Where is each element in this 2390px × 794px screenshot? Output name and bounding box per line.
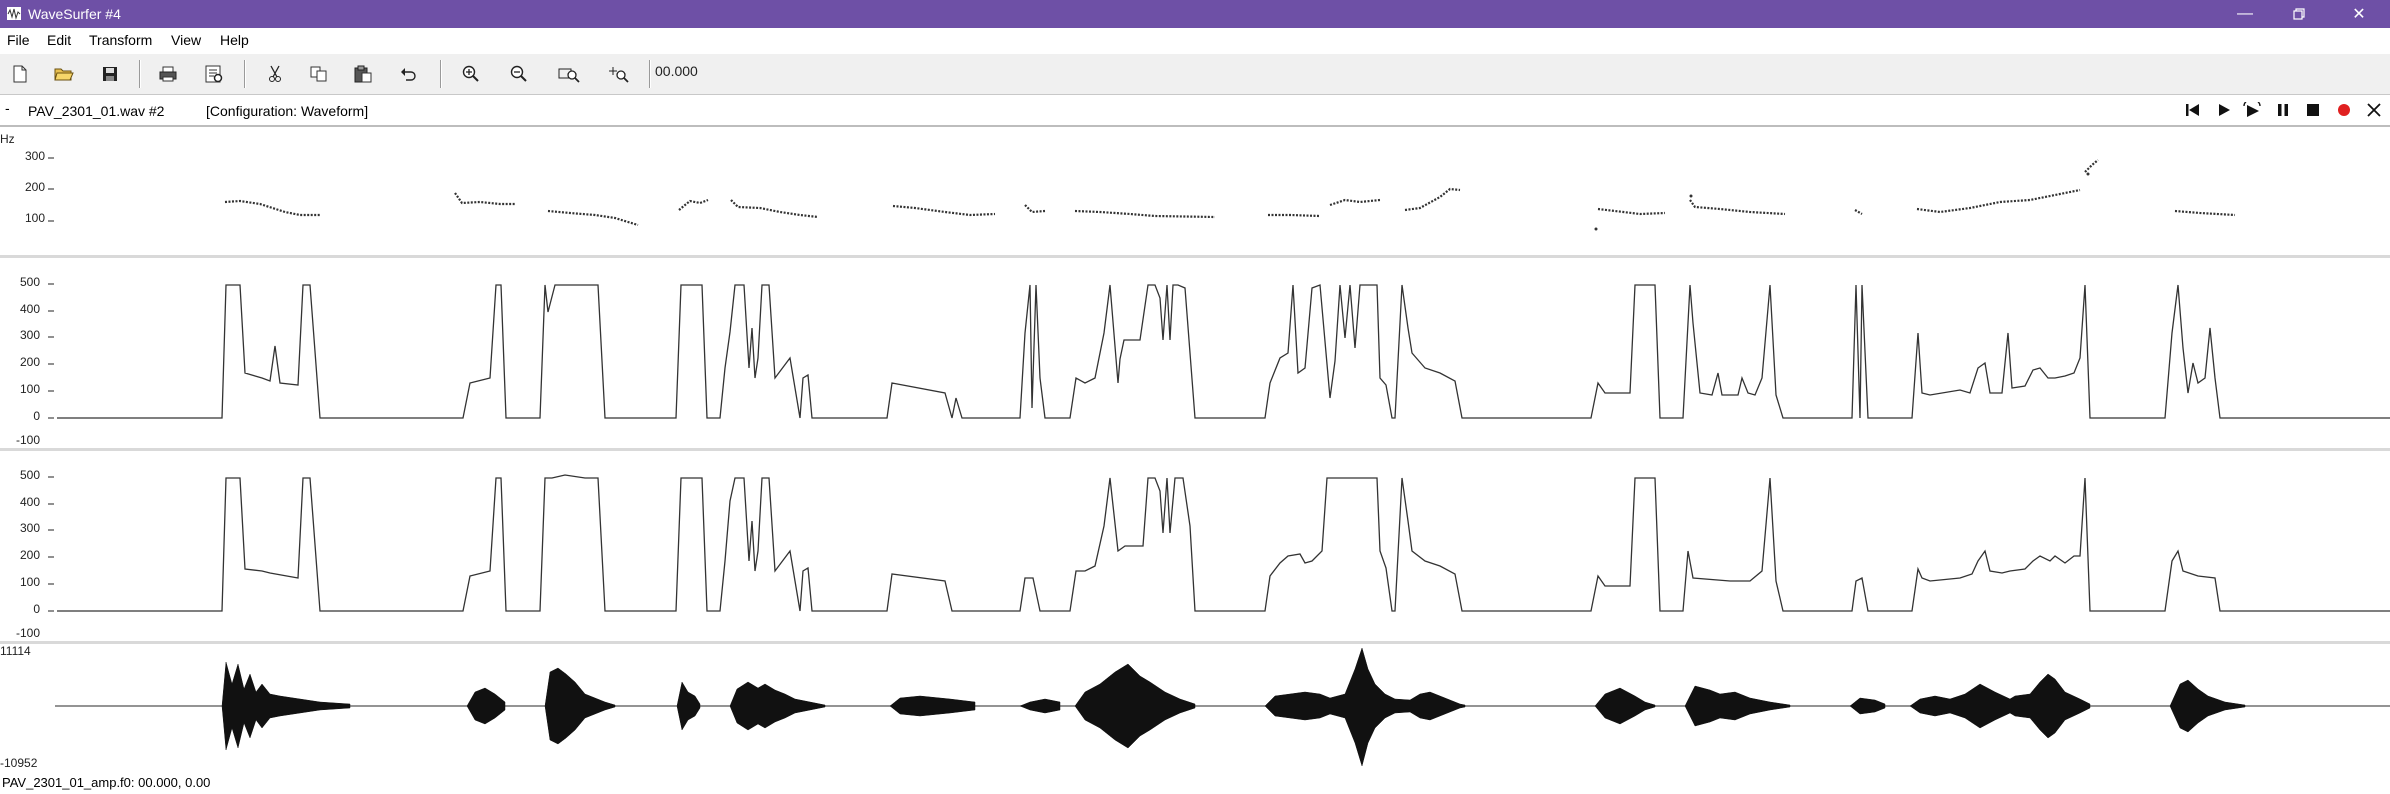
curve1-tick-300: 300 <box>19 328 40 342</box>
curve1-tick-500: 500 <box>19 275 40 289</box>
paste-icon <box>354 65 372 83</box>
menu-view[interactable]: View <box>171 32 202 48</box>
toolbar: 00.000 <box>0 54 2390 95</box>
window-close-button[interactable]: ✕ <box>2336 0 2382 28</box>
curve2-tick-100: 100 <box>19 575 40 589</box>
curve1-tick-0: 0 <box>33 409 40 423</box>
restore-button[interactable] <box>2276 0 2322 28</box>
pane-divider[interactable] <box>0 448 2390 451</box>
zoom-out-icon <box>510 65 527 82</box>
menu-file[interactable]: File <box>7 32 30 48</box>
waveform-min-label: -10952 <box>0 756 38 770</box>
window-title: WaveSurfer #4 <box>28 6 121 22</box>
print-icon <box>159 66 177 82</box>
pane-divider[interactable] <box>0 255 2390 258</box>
configuration-label: [Configuration: Waveform] <box>206 103 369 119</box>
paste-button[interactable] <box>350 62 376 86</box>
close-sound-button[interactable] <box>2363 100 2385 120</box>
curve2-tick-200: 200 <box>19 548 40 562</box>
pitch-unit-label: Hz <box>0 132 15 146</box>
zoom-fit-icon <box>558 68 580 83</box>
close-icon: ✕ <box>2352 6 2366 23</box>
pitch-pane[interactable]: Hz 300 200 100 <box>0 127 2390 255</box>
minimize-button[interactable]: — <box>2222 0 2268 28</box>
copy-button[interactable] <box>306 62 332 86</box>
time-display[interactable]: 00.000 <box>655 63 698 79</box>
curve1-tick-400: 400 <box>19 302 40 316</box>
new-icon <box>13 65 27 83</box>
zoom-selection-button[interactable] <box>606 62 632 86</box>
close-icon <box>2367 103 2381 117</box>
pitch-contour <box>48 157 2236 231</box>
pitch-tick-200: 200 <box>24 180 45 194</box>
record-icon <box>2338 104 2350 116</box>
play-button[interactable] <box>2213 100 2235 120</box>
stop-button[interactable] <box>2302 100 2324 120</box>
open-button[interactable] <box>51 62 77 86</box>
curve-pane-1[interactable]: 500 400 300 200 100 0 -100 <box>0 258 2390 448</box>
curve2-tick-300: 300 <box>19 521 40 535</box>
curve1-plot <box>48 283 2390 419</box>
zoom-in-button[interactable] <box>458 62 484 86</box>
curve-pane-2[interactable]: 500 400 300 200 100 0 -100 <box>0 451 2390 641</box>
new-button[interactable] <box>7 62 33 86</box>
curve2-plot <box>48 474 2390 612</box>
properties-icon <box>205 65 223 83</box>
properties-button[interactable] <box>201 62 227 86</box>
toolbar-separator <box>244 60 246 88</box>
wavesurfer-app-icon <box>7 7 21 20</box>
menu-bar: File Edit Transform View Help <box>0 28 2390 54</box>
waveform-pane[interactable]: 11114 -10952 <box>0 644 2390 772</box>
minimize-icon: — <box>2237 5 2253 22</box>
title-bar: WaveSurfer #4 — ✕ <box>0 0 2390 28</box>
pitch-tick-100: 100 <box>24 211 45 225</box>
save-button[interactable] <box>97 62 123 86</box>
curve1-tick-100: 100 <box>19 382 40 396</box>
skip-to-start-icon <box>2186 104 2199 116</box>
curve2-tick-0: 0 <box>33 602 40 616</box>
curve2-tick-500: 500 <box>19 468 40 482</box>
curve2-tick-400: 400 <box>19 495 40 509</box>
menu-help[interactable]: Help <box>220 32 249 48</box>
pane-divider[interactable] <box>0 641 2390 644</box>
open-icon <box>54 68 74 81</box>
pane-menu-dash[interactable]: - <box>5 100 10 116</box>
zoom-fit-button[interactable] <box>556 62 582 86</box>
waveform-max-label: 11114 <box>0 644 31 658</box>
record-button[interactable] <box>2333 100 2355 120</box>
toolbar-separator <box>440 60 442 88</box>
sound-filename: PAV_2301_01.wav #2 <box>28 103 165 119</box>
cut-button[interactable] <box>262 62 288 86</box>
curve2-tick-minus100: -100 <box>15 626 40 640</box>
menu-transform[interactable]: Transform <box>89 32 153 48</box>
undo-icon <box>401 68 416 81</box>
toolbar-separator <box>139 60 141 88</box>
menu-edit[interactable]: Edit <box>47 32 72 48</box>
sound-header-bar: - PAV_2301_01.wav #2 [Configuration: Wav… <box>0 95 2390 127</box>
status-text: PAV_2301_01_amp.f0: 00.000, 0.00 <box>2 775 211 790</box>
status-bar: PAV_2301_01_amp.f0: 00.000, 0.00 <box>0 772 2390 794</box>
cut-icon <box>269 65 281 82</box>
play-loop-button[interactable] <box>2242 100 2264 120</box>
waveform-plot <box>55 647 2390 767</box>
pause-button[interactable] <box>2272 100 2294 120</box>
play-loop-icon <box>2243 102 2261 117</box>
play-icon <box>2219 104 2230 116</box>
pause-icon <box>2278 104 2288 116</box>
toolbar-separator <box>649 60 651 88</box>
pitch-tick-300: 300 <box>24 149 45 163</box>
zoom-in-icon <box>462 65 479 82</box>
stop-icon <box>2307 104 2319 116</box>
curve1-tick-200: 200 <box>19 355 40 369</box>
curve1-tick-minus100: -100 <box>15 433 40 447</box>
zoom-selection-icon <box>609 67 629 83</box>
save-icon <box>103 67 117 81</box>
print-button[interactable] <box>155 62 181 86</box>
zoom-out-button[interactable] <box>506 62 532 86</box>
skip-to-start-button[interactable] <box>2182 100 2204 120</box>
restore-icon <box>2293 8 2305 20</box>
undo-button[interactable] <box>395 62 421 86</box>
copy-icon <box>310 66 327 82</box>
